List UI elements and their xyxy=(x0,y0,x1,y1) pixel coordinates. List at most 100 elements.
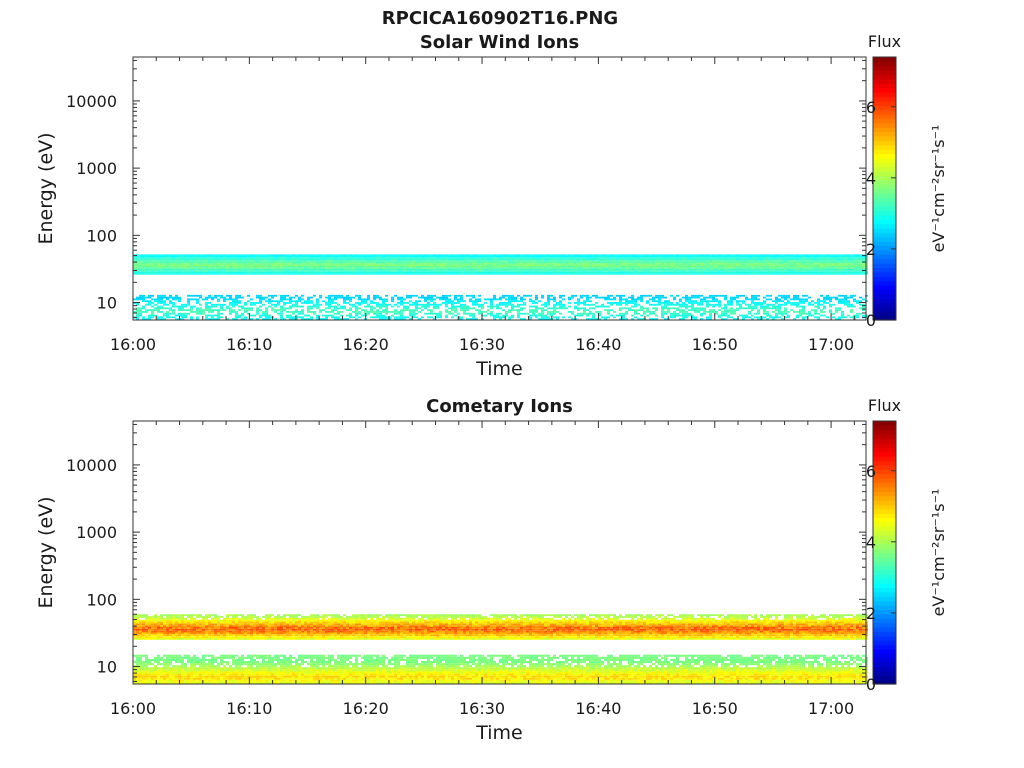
heat-cell xyxy=(640,305,643,308)
heat-cell xyxy=(397,257,400,259)
heat-cell xyxy=(811,255,814,258)
heat-cell xyxy=(157,254,160,256)
heat-cell xyxy=(421,261,424,264)
heat-cell xyxy=(367,296,370,299)
heat-cell xyxy=(337,255,340,258)
heat-cell xyxy=(190,257,193,259)
heat-cell xyxy=(700,261,703,264)
heat-cell xyxy=(400,318,403,320)
heat-cell xyxy=(301,254,304,256)
heat-cell xyxy=(511,270,514,272)
heat-cell xyxy=(376,254,379,256)
heat-cell xyxy=(697,264,700,266)
heat-cell xyxy=(271,255,274,258)
heat-cell xyxy=(181,268,184,271)
heat-cell xyxy=(550,294,553,297)
heat-cell xyxy=(427,294,430,297)
heat-cell xyxy=(574,305,577,308)
heat-cell xyxy=(310,302,313,304)
heat-cell xyxy=(694,302,697,304)
heat-cell xyxy=(715,258,718,261)
heat-cell xyxy=(598,265,601,268)
heat-cell xyxy=(823,264,826,266)
heat-cell xyxy=(676,264,679,266)
heat-cell xyxy=(847,271,850,274)
heat-cell xyxy=(313,254,316,256)
heat-cell xyxy=(724,261,727,264)
heat-cell xyxy=(202,271,205,274)
heat-cell xyxy=(526,267,529,269)
heat-cell xyxy=(631,261,634,264)
heat-cell xyxy=(472,302,475,304)
heat-cell xyxy=(673,255,676,258)
heat-cell xyxy=(595,261,598,264)
heat-cell xyxy=(565,307,568,310)
heat-cell xyxy=(613,270,616,272)
heat-cell xyxy=(352,271,355,274)
heat-cell xyxy=(286,264,289,266)
heat-cell xyxy=(829,260,832,262)
heat-cell xyxy=(706,270,709,272)
heat-cell xyxy=(280,265,283,268)
heat-cell xyxy=(463,257,466,259)
heat-cell xyxy=(676,309,679,312)
heat-cell xyxy=(238,260,241,262)
heat-cell xyxy=(520,298,523,301)
heat-cell xyxy=(163,318,166,320)
heat-cell xyxy=(529,264,532,266)
heat-cell xyxy=(505,267,508,269)
heat-cell xyxy=(277,267,280,269)
heat-cell xyxy=(625,311,628,313)
heat-cell xyxy=(505,263,508,265)
heat-cell xyxy=(673,264,676,266)
heat-cell xyxy=(637,268,640,271)
heat-cell xyxy=(352,264,355,266)
heat-cell xyxy=(178,263,181,265)
heat-cell xyxy=(619,314,622,317)
heat-cell xyxy=(403,268,406,271)
heat-cell xyxy=(655,270,658,272)
heat-cell xyxy=(295,318,298,320)
heat-cell xyxy=(325,311,328,313)
heat-cell xyxy=(487,258,490,261)
heat-cell xyxy=(694,296,697,299)
heat-cell xyxy=(685,271,688,274)
heat-cell xyxy=(409,265,412,268)
heat-cell xyxy=(244,302,247,304)
heat-cell xyxy=(493,294,496,297)
heat-cell xyxy=(790,260,793,262)
heat-cell xyxy=(361,309,364,312)
heat-cell xyxy=(499,307,502,310)
heat-cell xyxy=(616,260,619,262)
heat-cell xyxy=(139,270,142,272)
heat-cell xyxy=(829,273,832,275)
heat-cell xyxy=(760,268,763,271)
heat-cell xyxy=(712,305,715,308)
heat-cell xyxy=(247,271,250,274)
heat-cell xyxy=(445,263,448,265)
heat-cell xyxy=(718,303,721,306)
heat-cell xyxy=(619,263,622,265)
heat-cell xyxy=(196,261,199,264)
heat-cell xyxy=(640,254,643,256)
heat-cell xyxy=(553,257,556,259)
heat-cell xyxy=(544,271,547,274)
heat-cell xyxy=(511,273,514,275)
heat-cell xyxy=(547,307,550,310)
heat-cell xyxy=(832,263,835,265)
heat-cell xyxy=(307,255,310,258)
heat-cell xyxy=(193,264,196,266)
heat-cell xyxy=(256,264,259,266)
heat-cell xyxy=(331,302,334,304)
heat-cell xyxy=(214,268,217,271)
heat-cell xyxy=(706,303,709,306)
heat-cell xyxy=(829,261,832,264)
heat-cell xyxy=(382,303,385,306)
heat-cell xyxy=(610,254,613,256)
heat-cell xyxy=(484,255,487,258)
heat-cell xyxy=(721,263,724,265)
heat-cell xyxy=(445,260,448,262)
heat-cell xyxy=(271,254,274,256)
heat-cell xyxy=(370,267,373,269)
heat-cell xyxy=(523,255,526,258)
